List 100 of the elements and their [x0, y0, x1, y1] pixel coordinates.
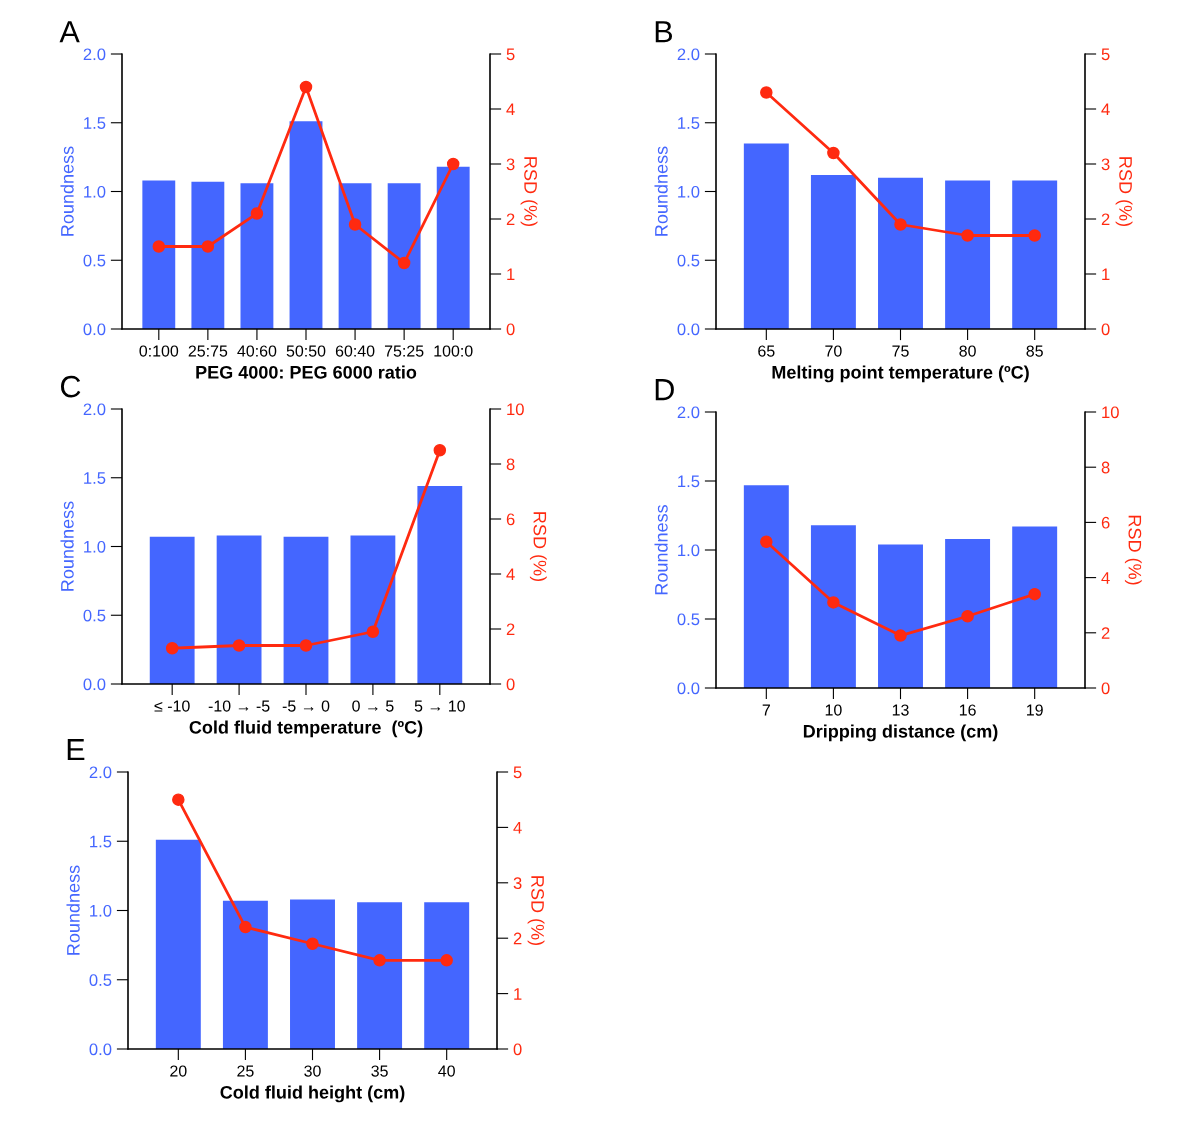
y-tick-label: 0.5: [83, 609, 106, 622]
y2-axis-title: RSD (%): [527, 876, 545, 945]
y-tick-label: 0.5: [677, 613, 700, 626]
point: [440, 954, 453, 967]
point: [366, 625, 380, 639]
y2-tick-label: 0: [1101, 323, 1110, 336]
x-tick-label: 70: [825, 345, 842, 357]
y-tick-label: 2.0: [677, 48, 700, 61]
text: B: [655, 21, 673, 43]
bar: [216, 535, 262, 684]
x-tick-label: 65: [758, 345, 775, 357]
x-tick-label: 10: [825, 704, 842, 716]
y2-tick-label: 6: [506, 513, 515, 526]
bar: [149, 536, 195, 684]
point: [433, 443, 447, 457]
x-tick-label: 25: [237, 1065, 254, 1077]
y-axis-title: Roundness: [60, 146, 74, 236]
y2-tick-label: 4: [506, 568, 515, 581]
y-tick-label: 1.5: [84, 117, 106, 129]
y2-axis-title: RSD (%): [1115, 157, 1133, 226]
y2-tick-label: 8: [506, 458, 515, 471]
y-tick-label: 2.0: [83, 403, 106, 416]
bar: [289, 121, 323, 329]
y2-tick-label: 2: [506, 213, 515, 226]
x-tick-label: 80: [959, 345, 976, 357]
x-tick-label: 60:40: [335, 345, 375, 357]
point: [397, 256, 411, 270]
x-tick-label: 30: [304, 1065, 321, 1077]
bar: [338, 183, 372, 329]
x-tick-label: 100:0: [434, 345, 473, 357]
bar: [878, 544, 923, 688]
x-axis-title: Dripping distance (cm): [803, 724, 998, 742]
y2-tick-label: 5: [506, 48, 515, 61]
y2-tick-label: 3: [513, 877, 522, 889]
x-tick-label: 16: [959, 704, 976, 716]
bar: [191, 181, 225, 329]
x-tick-label: 13: [892, 704, 909, 716]
point: [299, 639, 313, 652]
point: [165, 641, 179, 655]
y2-axis-title: RSD (%): [529, 512, 547, 581]
x-tick-label: 7: [762, 704, 770, 716]
text: A: [59, 21, 80, 43]
y2-tick-label: 1: [1102, 268, 1110, 281]
y2-tick-label: 2: [513, 932, 522, 945]
bar: [142, 180, 176, 329]
y-axis-title: Roundness: [60, 501, 74, 591]
bar: [810, 525, 856, 688]
bar: [350, 535, 396, 684]
y-tick-label: 1.0: [84, 540, 106, 553]
y-tick-label: 0.5: [89, 974, 112, 986]
y2-tick-label: 5: [1101, 48, 1110, 61]
point: [348, 218, 362, 231]
y2-tick-label: 5: [513, 766, 522, 779]
y-tick-label: 1.0: [84, 185, 106, 198]
bar: [743, 485, 789, 688]
y-tick-label: 2.0: [83, 48, 106, 61]
point: [306, 937, 319, 950]
y-tick-label: 1.5: [84, 472, 106, 484]
y2-tick-label: 2: [1101, 627, 1110, 639]
y-tick-label: 0.0: [89, 1043, 112, 1056]
y-tick-label: 0.0: [83, 323, 106, 336]
y2-tick-label: 0: [1101, 682, 1110, 695]
point: [373, 954, 386, 967]
y-tick-label: 1.5: [678, 117, 700, 129]
y-tick-label: 1.5: [678, 475, 700, 488]
x-tick-label: 50:50: [286, 345, 326, 357]
point: [446, 157, 460, 171]
point: [232, 639, 246, 652]
x-axis-title: Cold fluid height (cm): [220, 1085, 405, 1103]
y-tick-label: 0.5: [83, 254, 106, 267]
point: [961, 609, 974, 623]
y2-tick-label: 0: [506, 323, 515, 336]
x-tick-label: 40: [438, 1065, 455, 1077]
bar: [878, 177, 923, 329]
x-tick-label: 75: [892, 345, 909, 357]
bar: [222, 900, 268, 1049]
x-axis-title: Cold fluid temperature (ºC): [189, 720, 423, 738]
x-tick-label: 75:25: [384, 345, 424, 357]
y-axis-title: Roundness: [654, 146, 668, 236]
x-tick-label: -5 → 0: [282, 700, 330, 712]
y2-tick-label: 10: [1102, 406, 1119, 419]
bar: [436, 166, 470, 329]
bar: [417, 486, 463, 684]
point: [172, 793, 185, 806]
point: [760, 86, 773, 99]
point: [250, 207, 264, 220]
point: [894, 629, 907, 642]
point: [1028, 229, 1041, 242]
y2-tick-label: 0: [513, 1043, 522, 1056]
y-tick-label: 1.5: [90, 835, 112, 848]
point: [760, 535, 773, 548]
y2-tick-label: 6: [1101, 516, 1110, 529]
text: E: [67, 739, 85, 761]
bar: [1012, 180, 1058, 329]
x-tick-label: 25:75: [188, 345, 228, 357]
y-tick-label: 1.0: [90, 904, 112, 917]
x-tick-label: ≤ -10: [154, 700, 190, 712]
y2-tick-label: 4: [513, 821, 522, 834]
bar: [283, 536, 329, 684]
x-tick-label: 0:100: [139, 345, 179, 357]
